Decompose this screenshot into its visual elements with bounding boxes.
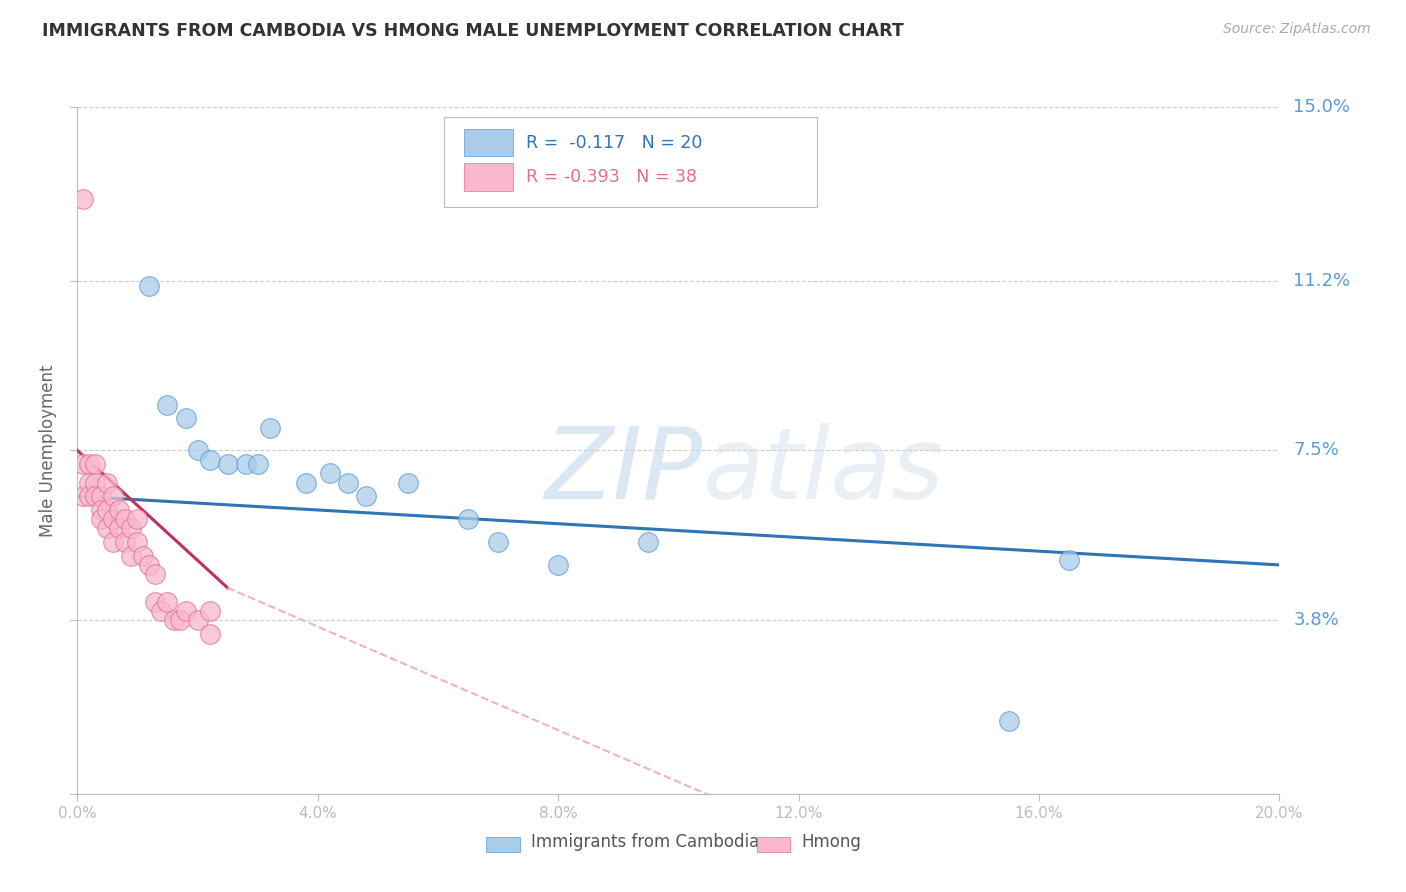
Point <box>103 512 125 526</box>
Point <box>162 613 184 627</box>
Point <box>114 512 136 526</box>
Bar <box>486 838 520 852</box>
Point <box>156 398 179 412</box>
Point <box>90 512 112 526</box>
Point <box>354 489 377 503</box>
Point <box>145 567 167 582</box>
Point <box>156 594 179 608</box>
Point <box>84 475 107 490</box>
Point <box>486 535 509 549</box>
Point <box>138 278 160 293</box>
Point <box>145 594 167 608</box>
Point <box>186 613 209 627</box>
Point <box>72 457 94 471</box>
Point <box>103 489 125 503</box>
Point <box>150 604 173 618</box>
Text: Immigrants from Cambodia: Immigrants from Cambodia <box>530 833 759 851</box>
Point <box>132 549 155 563</box>
FancyBboxPatch shape <box>444 118 817 207</box>
Point <box>120 521 142 535</box>
Point <box>457 512 479 526</box>
Point <box>336 475 359 490</box>
Text: IMMIGRANTS FROM CAMBODIA VS HMONG MALE UNEMPLOYMENT CORRELATION CHART: IMMIGRANTS FROM CAMBODIA VS HMONG MALE U… <box>42 22 904 40</box>
Point <box>127 512 149 526</box>
Text: ZIP: ZIP <box>544 423 703 519</box>
Point <box>103 535 125 549</box>
Text: R =  -0.117   N = 20: R = -0.117 N = 20 <box>526 134 702 152</box>
Point <box>319 467 342 481</box>
Point <box>396 475 419 490</box>
Point <box>235 457 257 471</box>
Bar <box>464 163 513 191</box>
Point <box>169 613 191 627</box>
Point <box>120 549 142 563</box>
Point <box>174 604 197 618</box>
Point <box>79 475 101 490</box>
Text: Source: ZipAtlas.com: Source: ZipAtlas.com <box>1223 22 1371 37</box>
Point <box>79 489 101 503</box>
Point <box>259 420 281 434</box>
Point <box>90 489 112 503</box>
Point <box>108 521 131 535</box>
Point <box>246 457 269 471</box>
Point <box>547 558 569 572</box>
Point <box>127 535 149 549</box>
Point <box>198 452 221 467</box>
Text: 3.8%: 3.8% <box>1294 611 1339 629</box>
Point <box>217 457 239 471</box>
Point <box>1057 553 1080 567</box>
Text: R = -0.393   N = 38: R = -0.393 N = 38 <box>526 168 697 186</box>
Point <box>998 714 1021 728</box>
Text: Hmong: Hmong <box>801 833 860 851</box>
Point <box>294 475 316 490</box>
Text: 11.2%: 11.2% <box>1294 272 1351 290</box>
Point <box>198 626 221 640</box>
Point <box>174 411 197 425</box>
Bar <box>756 838 790 852</box>
Text: 7.5%: 7.5% <box>1294 442 1340 459</box>
Point <box>79 457 101 471</box>
Point <box>96 503 118 517</box>
Bar <box>464 129 513 156</box>
Point <box>72 192 94 206</box>
Point <box>108 503 131 517</box>
Point <box>186 443 209 458</box>
Text: atlas: atlas <box>703 423 943 519</box>
Point <box>96 475 118 490</box>
Point <box>90 503 112 517</box>
Point <box>138 558 160 572</box>
Point <box>114 535 136 549</box>
Point <box>96 521 118 535</box>
Point <box>84 489 107 503</box>
Point <box>637 535 659 549</box>
Y-axis label: Male Unemployment: Male Unemployment <box>39 364 58 537</box>
Point <box>198 604 221 618</box>
Text: 15.0%: 15.0% <box>1294 98 1350 116</box>
Point <box>84 457 107 471</box>
Point <box>72 489 94 503</box>
